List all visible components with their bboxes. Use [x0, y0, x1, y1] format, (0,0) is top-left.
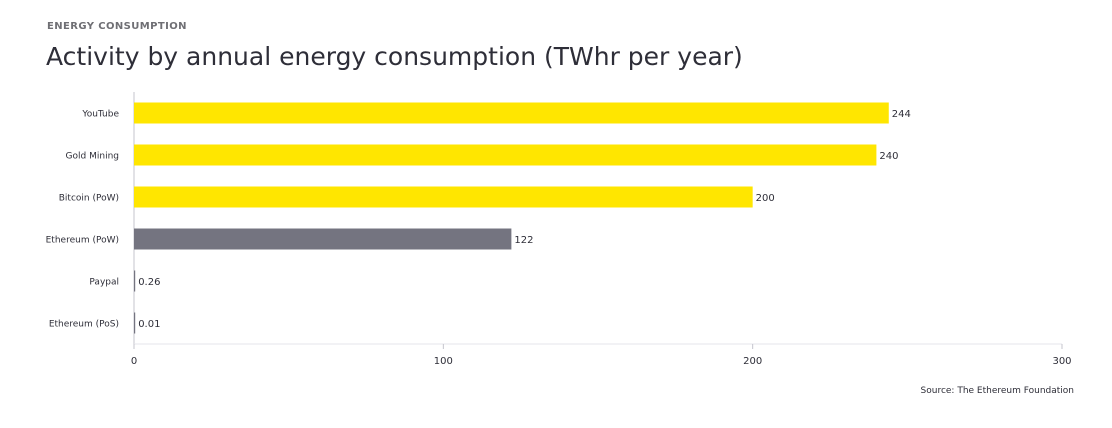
- bar-value-label: 122: [514, 235, 533, 246]
- source-note: Source: The Ethereum Foundation: [920, 386, 1074, 396]
- bar: [134, 270, 136, 292]
- category-label: Bitcoin (PoW): [59, 194, 119, 204]
- category-label: YouTube: [81, 110, 119, 120]
- category-label: Gold Mining: [66, 152, 119, 162]
- category-label: Ethereum (PoW): [46, 236, 119, 246]
- x-tick-label: 0: [131, 356, 137, 367]
- x-tick-label: 100: [434, 356, 453, 367]
- chart-title: Activity by annual energy consumption (T…: [46, 42, 743, 71]
- bar: [134, 186, 753, 208]
- bar-value-label: 0.26: [138, 277, 160, 288]
- bar: [134, 102, 889, 124]
- category-label: Paypal: [89, 278, 119, 288]
- bar-value-label: 244: [892, 109, 911, 120]
- bar: [134, 144, 877, 166]
- bar-value-label: 200: [756, 193, 775, 204]
- bar-value-label: 240: [879, 151, 898, 162]
- x-tick-label: 300: [1052, 356, 1071, 367]
- category-label: Ethereum (PoS): [49, 320, 119, 330]
- bar: [134, 228, 512, 250]
- bar-value-label: 0.01: [138, 319, 160, 330]
- bar: [134, 312, 136, 334]
- chart-kicker: ENERGY CONSUMPTION: [47, 21, 187, 32]
- x-tick-label: 200: [743, 356, 762, 367]
